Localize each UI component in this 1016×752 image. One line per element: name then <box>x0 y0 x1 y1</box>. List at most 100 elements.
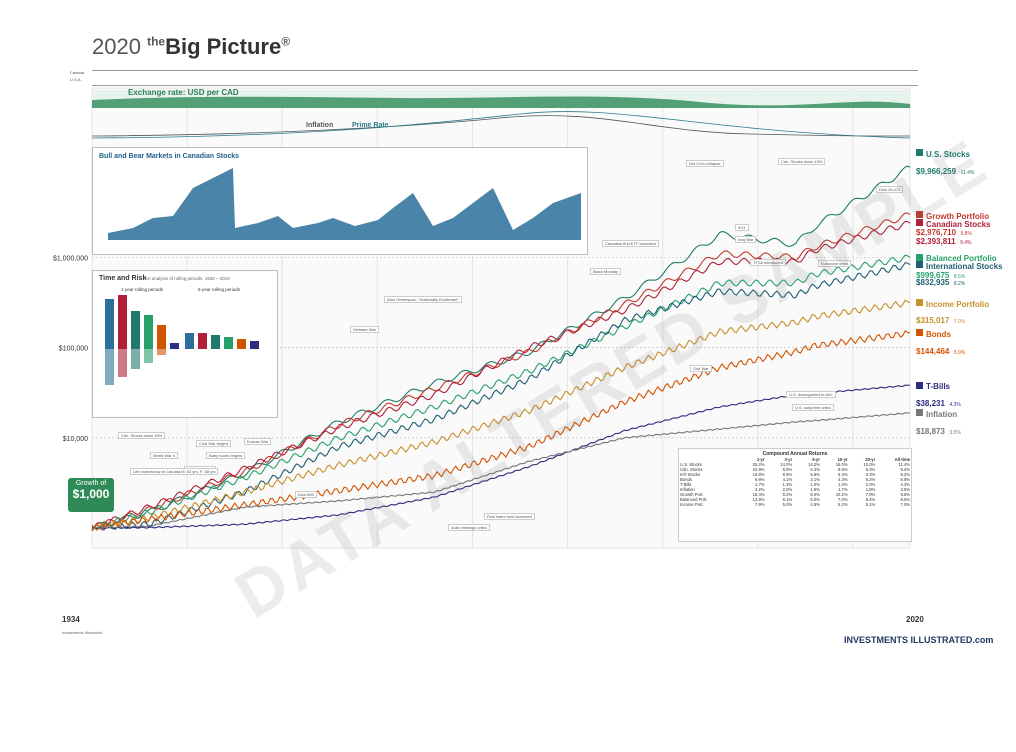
legend-name: Inflation <box>926 409 958 419</box>
annotation: World War II <box>150 452 179 459</box>
legend-swatch <box>916 329 923 337</box>
exchange-area <box>92 96 910 108</box>
prime-rate-line <box>91 111 911 139</box>
y-tick-label: $1,000,000 <box>53 255 88 262</box>
inflation-label: Inflation <box>306 122 334 129</box>
logo: INVESTMENTS ILLUSTRATED.com <box>844 635 994 645</box>
annotation: First index fund launched <box>484 513 535 520</box>
end-year: 2020 <box>906 615 924 624</box>
legend-name: Canadian Stocks <box>926 220 991 230</box>
compound-returns-table: Compound Annual Returns 1-yr 3-yr 5-yr 10-y… <box>678 448 912 542</box>
legend-swatch <box>916 210 923 218</box>
bull-bear-panel: Bull and Bear Markets in Canadian Stocks <box>92 147 588 255</box>
annotation: Iraq War <box>735 236 757 243</box>
table-row: Growth Port. 18.4% 9.2% 8.0% 10.2% 7.0% 9.8% <box>680 492 910 497</box>
annotation: Life expectancy in Canada M: 63 yrs, F: … <box>130 468 219 475</box>
series-line-growth-portfolio <box>91 212 911 530</box>
legend-item: Income Portfolio $315,017 7.0% <box>916 295 989 329</box>
inflation-line <box>91 115 911 137</box>
bull-bear-title: Bull and Bear Markets in Canadian Stocks <box>99 153 240 160</box>
legend-item: Balanced Portfolio $999,675 8.5% <box>916 249 997 283</box>
y-tick-label: $100,000 <box>59 346 88 353</box>
annotation: U.S. downgraded to AA+ <box>786 391 836 398</box>
annotation: Gulf War <box>690 365 712 372</box>
legend-value: $9,966,259 <box>916 166 957 176</box>
time-risk-bars <box>105 295 259 385</box>
footer-text: Investments Illustrated <box>62 630 103 635</box>
annotation: Cdn. Stocks down 40% <box>118 432 166 439</box>
legend-item: Canadian Stocks $2,393,811 9.4% <box>916 215 990 249</box>
annotation: Cold War begins <box>196 440 232 447</box>
prime-rate-label: Prime Rate <box>352 122 389 129</box>
legend-rate: 7.0% <box>953 319 966 326</box>
legend-rate: 3.5% <box>949 429 961 436</box>
time-risk-title: Time and Risk <box>99 275 147 282</box>
legend-rate: 4.3% <box>949 402 961 409</box>
legend-rate: 8.5% <box>953 274 966 281</box>
legend-name: T-Bills <box>926 382 951 392</box>
legend-name: U.S. Stocks <box>926 150 971 159</box>
table-row: U.S. Stocks 25.2% 14.0% 14.2% 16.0% 10.0% 11.4… <box>680 462 910 467</box>
time-risk-panel: Time and Risk An analysis of rolling per… <box>92 270 278 418</box>
legend-item: U.S. Stocks $9,966,259 11.4% <box>916 145 974 179</box>
legend-value: $999,675 <box>916 271 950 281</box>
table-row: Cdn. Stocks 22.9% 6.9% 6.3% 6.9% 6.3% 9.4% <box>680 467 910 472</box>
legend-value: $38,231 <box>916 399 945 409</box>
annotation: U.S. subprime crisis <box>792 404 834 411</box>
annotation: Dow 26,472 <box>876 186 904 193</box>
legend-swatch <box>916 409 923 417</box>
legend-name: Growth Portfolio <box>926 211 990 221</box>
legend-rate: 9.4% <box>960 239 972 246</box>
series-line-income-portfolio <box>91 299 911 532</box>
us-label: U.S.A. <box>70 77 82 82</box>
table-row: Income Port. 7.9% 5.0% 4.5% 5.2% 5.1% 7.0% <box>680 502 910 507</box>
annotation: Alan Greenspan: "Irrationally Exuberant" <box>384 296 462 303</box>
legend-name: Balanced Portfolio <box>926 254 997 264</box>
annotation: Dow 500 <box>295 491 317 498</box>
legend-item: Bonds $144,464 5.9% <box>916 325 965 359</box>
series-line-balanced-portfolio <box>91 254 911 531</box>
legend-name: International Stocks <box>926 261 1003 271</box>
legend-swatch <box>916 298 923 306</box>
table-row: Bonds 6.9% 4.1% 3.1% 4.3% 5.2% 5.9% <box>680 477 910 482</box>
table-row: Balanced Port. 12.8% 6.1% 6.0% 7.0% 6.4% 8.5% <box>680 497 910 502</box>
annotation: Vietnam War <box>350 326 379 333</box>
growth-of-1000-badge: Growth of $1,000 <box>68 478 114 512</box>
annotation: Dot Com collapse <box>686 160 724 167</box>
page-title: 2020 theBig Picture® <box>92 34 291 59</box>
table-title: Compound Annual Returns <box>762 451 828 457</box>
legend-name: Income Portfolio <box>926 299 990 309</box>
legend-swatch <box>916 149 923 157</box>
legend-item: International Stocks $832,935 8.2% <box>916 257 1002 291</box>
legend-item: Inflation $18,873 3.5% <box>916 405 961 439</box>
series-line-bonds <box>91 330 911 532</box>
rolling-5yr-label: 5-year rolling periods <box>198 287 241 292</box>
leaders-bar <box>92 70 918 86</box>
annotation: Korean War <box>244 438 272 445</box>
legend-name: Bonds <box>926 330 951 340</box>
returns-table: 1-yr 3-yr 5-yr 10-yr 20-yr All-time U.S. Stock… <box>680 457 910 507</box>
legend-item: T-Bills $38,231 4.3% <box>916 377 961 411</box>
annotation: Eurozone crisis <box>818 260 852 267</box>
annotation: TFSA introduced <box>750 259 786 266</box>
legend-value: $18,873 <box>916 426 945 436</box>
rolling-1yr-label: 1-year rolling periods <box>121 287 164 292</box>
start-year: 1934 <box>62 615 80 624</box>
series-line-inflation <box>91 412 911 530</box>
legend-swatch <box>916 381 923 389</box>
exchange-rate-label: Exchange rate: USD per CAD <box>128 88 239 97</box>
annotation: Cdn. Stocks down 43% <box>778 158 826 165</box>
table-row: T-Bills 1.7% 1.3% 1.0% 1.0% 2.0% 4.3% <box>680 482 910 487</box>
bull-bear-chart <box>108 168 581 240</box>
canada-label: Canada <box>70 70 85 75</box>
table-row: Int'l Stocks 16.8% 8.9% 6.6% 6.3% 3.3% 8.2% <box>680 472 910 477</box>
time-risk-subtitle: An analysis of rolling periods, 1935 – 2… <box>145 276 230 281</box>
legend-value: $2,393,811 <box>916 236 956 246</box>
legend-rate: 11.4% <box>960 169 975 176</box>
table-row: Inflation 2.2% 2.0% 1.6% 1.7% 1.8% 3.5% <box>680 487 910 492</box>
legend-swatch <box>916 260 923 268</box>
series-line-t-bills <box>91 384 911 530</box>
y-tick-label: $10,000 <box>63 436 88 443</box>
annotation: Black Monday <box>590 268 622 275</box>
annotation: 9/11 <box>735 224 749 231</box>
